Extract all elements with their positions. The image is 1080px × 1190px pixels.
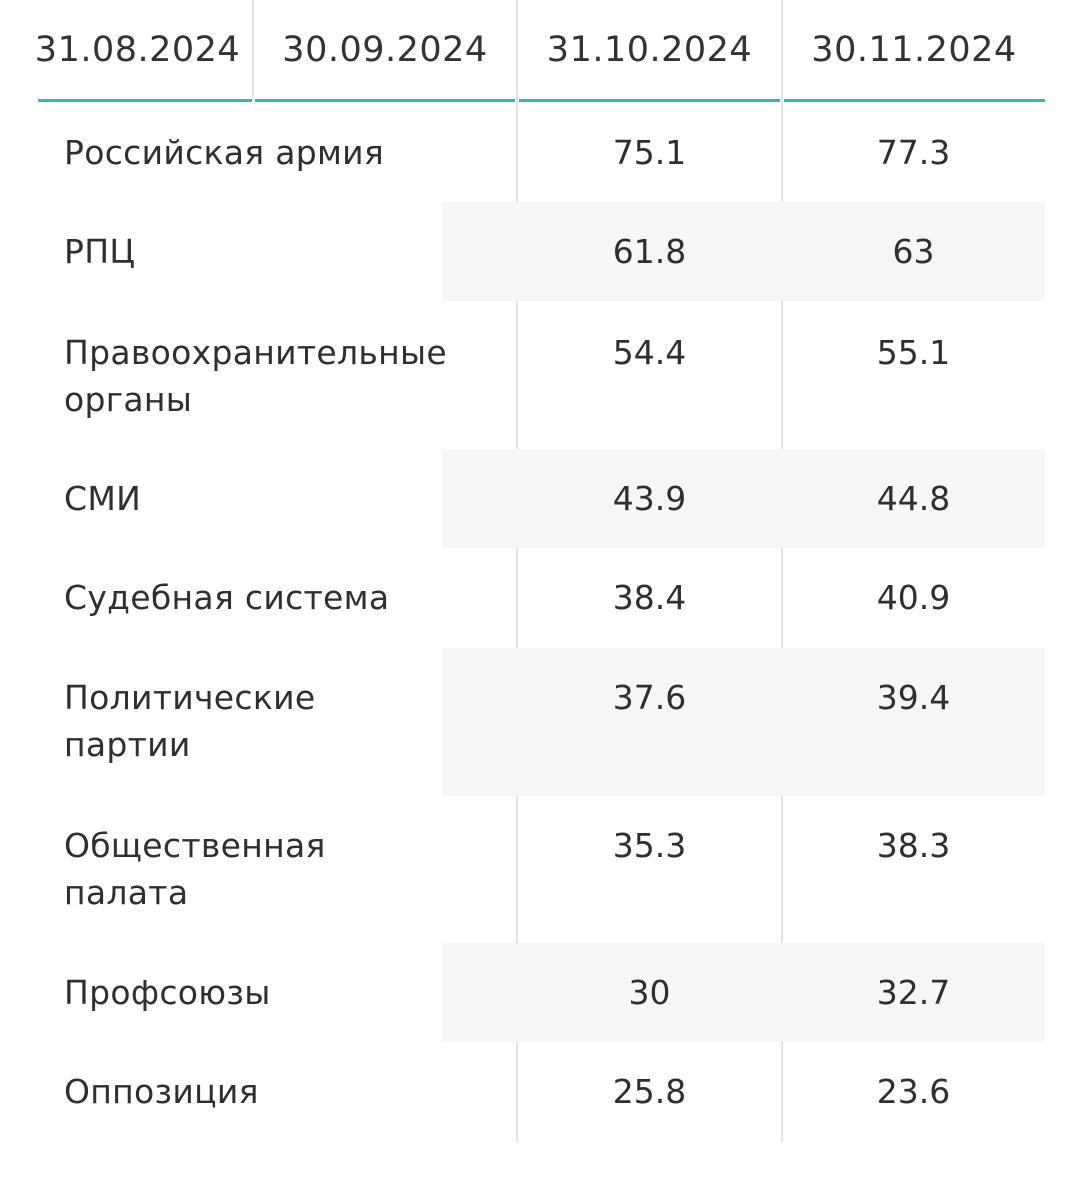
row-label: Политические партии xyxy=(64,678,316,764)
row-label: Российская армия xyxy=(64,133,385,172)
header-underline xyxy=(519,99,780,102)
value-31-10-2024: 61.8 xyxy=(612,232,687,271)
value-30-11-2024: 77.3 xyxy=(876,133,951,172)
row-background xyxy=(442,943,1045,1042)
table-header: 31.08.2024 30.09.2024 31.10.2024 30.11.2… xyxy=(0,0,1080,102)
column-header-31-08-2024[interactable]: 31.08.2024 xyxy=(30,0,253,100)
column-header-30-09-2024[interactable]: 30.09.2024 xyxy=(254,0,516,100)
header-underline xyxy=(38,99,252,102)
table-row: Российская армия 75.1 77.3 xyxy=(38,102,1045,202)
value-31-10-2024: 37.6 xyxy=(612,678,687,717)
column-divider xyxy=(252,0,254,100)
row-label: Общественная палата xyxy=(64,826,326,912)
value-30-11-2024: 63 xyxy=(892,232,935,271)
row-label: РПЦ xyxy=(64,232,136,271)
column-header-label: 30.09.2024 xyxy=(282,29,488,70)
column-divider xyxy=(516,0,518,1142)
value-30-11-2024: 32.7 xyxy=(876,973,951,1012)
value-30-11-2024: 55.1 xyxy=(876,333,951,372)
column-header-label: 31.08.2024 xyxy=(34,29,241,70)
column-header-30-11-2024[interactable]: 30.11.2024 xyxy=(783,0,1045,100)
table-row: Профсоюзы 30 32.7 xyxy=(38,943,1045,1042)
value-30-11-2024: 44.8 xyxy=(876,479,951,518)
row-label: СМИ xyxy=(64,479,142,518)
value-31-10-2024: 25.8 xyxy=(612,1072,687,1111)
value-31-10-2024: 38.4 xyxy=(612,578,687,617)
row-background xyxy=(442,648,1045,796)
header-underline xyxy=(784,99,1045,102)
row-background xyxy=(442,796,1045,943)
table-row: Политические партии 37.6 39.4 xyxy=(38,648,1045,796)
row-background xyxy=(442,202,1045,301)
table-row: Правоохранительные органы 54.4 55.1 xyxy=(38,301,1045,449)
row-label: Судебная система xyxy=(64,578,390,617)
column-header-label: 31.10.2024 xyxy=(546,29,753,70)
table-row: Оппозиция 25.8 23.6 xyxy=(38,1042,1045,1142)
row-label: Профсоюзы xyxy=(64,973,271,1012)
table-row: СМИ 43.9 44.8 xyxy=(38,449,1045,548)
value-30-11-2024: 39.4 xyxy=(876,678,951,717)
row-label: Правоохранительные органы xyxy=(64,333,447,419)
column-divider xyxy=(781,0,783,1142)
column-header-label: 30.11.2024 xyxy=(811,29,1017,70)
header-underline xyxy=(255,99,515,102)
value-31-10-2024: 43.9 xyxy=(612,479,687,518)
value-30-11-2024: 23.6 xyxy=(876,1072,951,1111)
table-row: Судебная система 38.4 40.9 xyxy=(38,548,1045,648)
row-background xyxy=(442,449,1045,548)
value-30-11-2024: 38.3 xyxy=(876,826,951,865)
row-label: Оппозиция xyxy=(64,1072,259,1111)
value-31-10-2024: 75.1 xyxy=(612,133,687,172)
table-row: Общественная палата 35.3 38.3 xyxy=(38,796,1045,943)
value-30-11-2024: 40.9 xyxy=(876,578,951,617)
value-31-10-2024: 54.4 xyxy=(612,333,687,372)
value-31-10-2024: 35.3 xyxy=(612,826,687,865)
column-header-31-10-2024[interactable]: 31.10.2024 xyxy=(518,0,781,100)
table-row: РПЦ 61.8 63 xyxy=(38,202,1045,301)
value-31-10-2024: 30 xyxy=(628,973,671,1012)
